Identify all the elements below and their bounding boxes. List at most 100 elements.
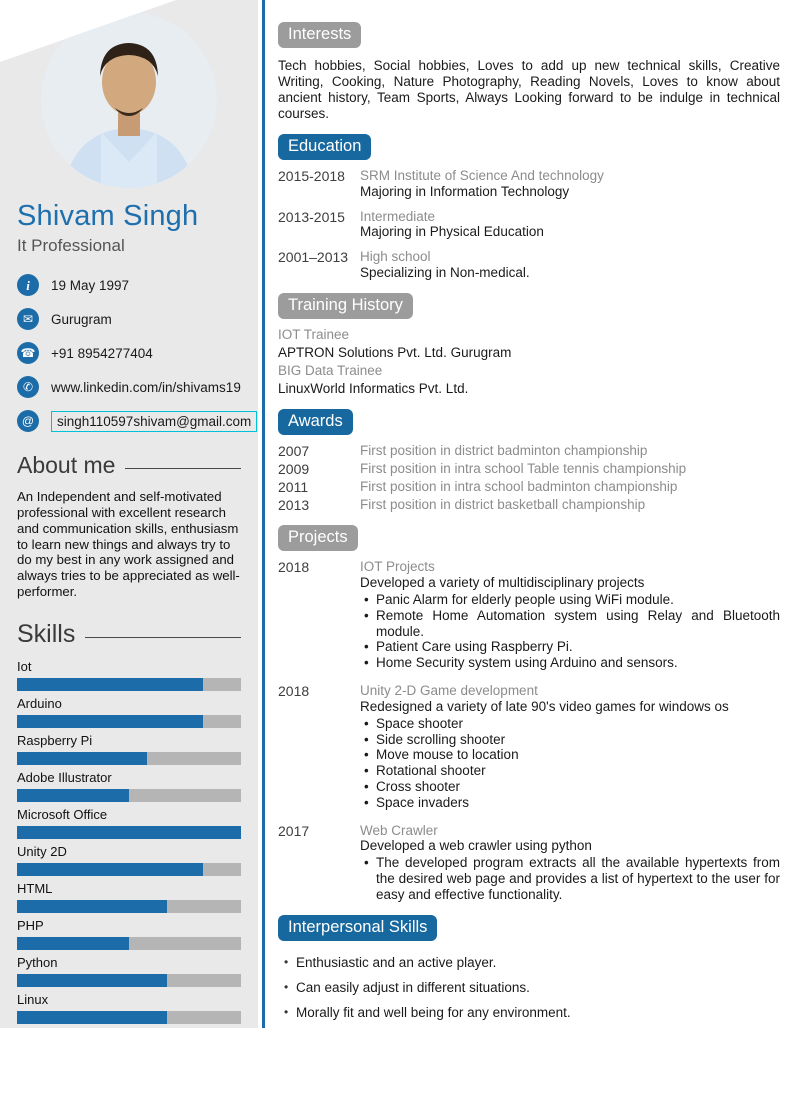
- skill-label: Embedded C: [17, 1065, 93, 1081]
- skill-label: Python: [17, 954, 58, 970]
- project-desc: Developed a web crawler using python: [360, 838, 592, 854]
- project-bullet: Rotational shooter: [360, 763, 729, 779]
- skill-linux: Linux: [17, 992, 241, 1024]
- info-icon: i: [17, 274, 39, 296]
- project-desc: Redesigned a variety of late 90's video …: [360, 698, 729, 714]
- education-years: 2015-2018: [278, 167, 345, 184]
- award-entry: 2011 First position in intra school badm…: [278, 479, 780, 495]
- skill-raspberry-pi: Raspberry Pi: [17, 733, 241, 765]
- skill-bar-track: [17, 677, 241, 691]
- person-name: Shivam Singh: [17, 200, 199, 232]
- education-body: SRM Institute of Science And technology …: [360, 168, 604, 200]
- skill-label: HTML: [17, 880, 53, 896]
- skill-label: Raspberry Pi: [17, 732, 93, 748]
- section-education: Education 2015-2018 SRM Institute of Sci…: [278, 133, 780, 282]
- project-title: Web Crawler: [360, 822, 438, 838]
- project-entry: 2018 Unity 2-D Game development Redesign…: [278, 683, 780, 811]
- section-training: Training History IOT Trainee APTRON Solu…: [278, 293, 780, 397]
- education-entry: 2013-2015 Intermediate Majoring in Physi…: [278, 209, 780, 241]
- section-projects: Projects 2018 IOT Projects Developed a v…: [278, 525, 780, 902]
- project-bullet: Space shooter: [360, 716, 729, 732]
- resume-page: Shivam Singh It Professional i 19 May 19…: [0, 0, 794, 1028]
- project-bullet: Remote Home Automation system using Rela…: [360, 608, 780, 640]
- project-title: IOT Projects: [360, 559, 435, 575]
- project-bullet: Cross shooter: [360, 779, 729, 795]
- skill-unity-2d: Unity 2D: [17, 844, 241, 876]
- project-year: 2017: [278, 822, 310, 839]
- interpersonal-list: Enthusiastic and an active player. Can e…: [278, 955, 780, 1028]
- skill-bar-track: [17, 825, 241, 839]
- award-year: 2011: [278, 479, 309, 496]
- skill-embedded-c: Embedded C: [17, 1066, 241, 1098]
- project-year: 2018: [278, 683, 310, 700]
- contact-row-email: @ singh110597shivam@gmail.com: [17, 410, 258, 432]
- handset-icon: ✆: [17, 376, 39, 398]
- skills-title: Skills: [17, 619, 76, 648]
- skill-label: C++: [17, 1028, 42, 1044]
- column-divider: [262, 0, 265, 1028]
- skill-label: PHP: [17, 917, 44, 933]
- education-badge: Education: [278, 133, 372, 160]
- project-bullet: Panic Alarm for elderly people using WiF…: [360, 592, 780, 608]
- training-badge: Training History: [278, 293, 413, 320]
- education-major: Majoring in Physical Education: [360, 224, 544, 240]
- section-interpersonal-skills: Interpersonal Skills Enthusiastic and an…: [278, 914, 780, 1028]
- contact-row-phone: ☎ +91 8954277404: [17, 342, 241, 364]
- birthdate-text: 19 May 1997: [51, 277, 130, 293]
- about-me-heading: About me: [17, 452, 241, 479]
- skill-bar-fill: [17, 751, 147, 765]
- skill-html: HTML: [17, 881, 241, 913]
- skill-bar-fill: [17, 1085, 129, 1098]
- skill-bar-fill: [17, 1048, 129, 1061]
- skill-bar-track: [17, 1048, 241, 1061]
- project-title: Unity 2-D Game development: [360, 683, 538, 699]
- education-major: Majoring in Information Technology: [360, 183, 570, 199]
- skill-bar-fill: [17, 1010, 168, 1024]
- skill-label: Unity 2D: [17, 843, 67, 859]
- skill-bar-track: [17, 862, 241, 876]
- award-year: 2013: [278, 497, 310, 514]
- award-year: 2007: [278, 442, 310, 459]
- award-text: First position in district badminton cha…: [360, 442, 648, 458]
- linkedin-link[interactable]: www.linkedin.com/in/shivams19: [51, 379, 241, 395]
- about-me-text: An Independent and self-motivated profes…: [17, 489, 240, 600]
- skill-bar-fill: [17, 677, 203, 691]
- education-entry: 2015-2018 SRM Institute of Science And t…: [278, 168, 780, 200]
- skill-bar-fill: [17, 714, 203, 728]
- education-school: SRM Institute of Science And technology: [360, 167, 604, 183]
- skill-php: PHP: [17, 918, 241, 950]
- education-body: High school Specializing in Non-medical.: [360, 249, 530, 281]
- project-year: 2018: [278, 559, 310, 576]
- contact-list: i 19 May 1997 ✉ Gurugram ☎ +91 895427740…: [17, 274, 258, 432]
- email-link[interactable]: singh110597shivam@gmail.com: [51, 410, 258, 432]
- skill-bar-fill: [17, 788, 129, 802]
- project-bullet: Space invaders: [360, 795, 729, 811]
- skill-microsoft-office: Microsoft Office: [17, 807, 241, 839]
- training-company: APTRON Solutions Pvt. Ltd. Gurugram: [278, 345, 512, 361]
- skill-label: Iot: [17, 658, 32, 674]
- education-years: 2013-2015: [278, 208, 345, 225]
- project-bullet: Patient Care using Raspberry Pi.: [360, 639, 780, 655]
- phone-icon: ☎: [17, 342, 39, 364]
- location-text: Gurugram: [51, 311, 112, 327]
- section-awards: Awards 2007 First position in district b…: [278, 408, 780, 514]
- phone-text: +91 8954277404: [51, 345, 153, 361]
- profile-photo: [41, 12, 217, 188]
- project-body: Unity 2-D Game development Redesigned a …: [360, 683, 729, 811]
- project-desc: Developed a variety of multidisciplinary…: [360, 575, 645, 591]
- skill-arduino: Arduino: [17, 696, 241, 728]
- main-column: Interests Tech hobbies, Social hobbies, …: [265, 0, 794, 1028]
- skill-bar-track: [17, 1085, 241, 1098]
- skill-bar-fill: [17, 825, 241, 839]
- interpersonal-item: Can easily adjust in different situation…: [278, 980, 780, 995]
- project-bullet: Side scrolling shooter: [360, 732, 729, 748]
- awards-badge: Awards: [278, 408, 353, 435]
- skill-label: Arduino: [17, 695, 62, 711]
- skill-bar-track: [17, 751, 241, 765]
- skill-bar-track: [17, 1010, 241, 1024]
- award-text: First position in intra school badminton…: [360, 479, 678, 495]
- award-text: First position in district basketball ch…: [360, 497, 646, 513]
- training-role: IOT Trainee: [278, 327, 350, 343]
- education-body: Intermediate Majoring in Physical Educat…: [360, 209, 544, 241]
- project-bullets: The developed program extracts all the a…: [360, 855, 780, 902]
